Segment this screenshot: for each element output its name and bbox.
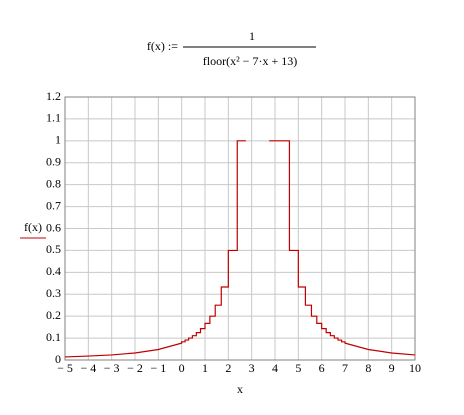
- y-tick-label: 0.5: [46, 242, 61, 256]
- x-axis-label: x: [237, 382, 243, 396]
- x-tick-label: − 4: [80, 361, 96, 375]
- y-tick-label: 1: [55, 133, 61, 147]
- x-tick-label: 1: [202, 361, 208, 375]
- y-tick-label: 0.3: [46, 286, 61, 300]
- x-tick-label: 4: [272, 361, 278, 375]
- y-tick-label: 0.9: [46, 155, 61, 169]
- x-tick-label: 5: [295, 361, 301, 375]
- formula-lhs: f(x) :=: [147, 39, 178, 53]
- y-tick-label: 0.2: [46, 308, 61, 322]
- y-tick-label: 0.4: [46, 264, 61, 278]
- y-tick-label: 1.1: [46, 111, 61, 125]
- y-tick-label: 0.6: [46, 220, 61, 234]
- y-tick-label: 0.8: [46, 176, 61, 190]
- x-tick-label: 3: [249, 361, 255, 375]
- x-tick-label: 6: [319, 361, 325, 375]
- y-tick-label: 1.2: [46, 89, 61, 103]
- line-series: [64, 140, 416, 358]
- x-tick-label: 8: [365, 361, 371, 375]
- x-tick-label: 10: [409, 361, 421, 375]
- x-tick-label: 0: [179, 361, 185, 375]
- x-tick-label: 2: [225, 361, 231, 375]
- x-tick-label: − 1: [150, 361, 166, 375]
- formula-denominator: floor(x² − 7·x + 13): [203, 54, 297, 68]
- y-tick-label: 0.1: [46, 330, 61, 344]
- formula-numerator: 1: [249, 29, 255, 43]
- x-tick-label: 9: [389, 361, 395, 375]
- plot-frame: [64, 96, 416, 361]
- y-tick-label: 0: [55, 352, 61, 366]
- y-tick-label: 0.7: [46, 198, 61, 212]
- y-axis-label: f(x): [24, 220, 42, 234]
- x-tick-label: − 3: [104, 361, 120, 375]
- x-tick-label: 7: [342, 361, 348, 375]
- x-tick-label: − 5: [57, 361, 73, 375]
- x-tick-label: − 2: [127, 361, 143, 375]
